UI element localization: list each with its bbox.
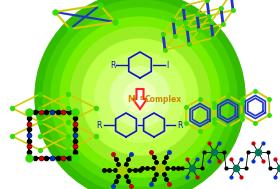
FancyArrow shape — [133, 89, 147, 109]
Circle shape — [70, 27, 210, 167]
Text: R: R — [97, 121, 102, 129]
Circle shape — [95, 52, 185, 142]
Text: M: M — [128, 94, 136, 104]
Circle shape — [110, 67, 170, 127]
Circle shape — [134, 91, 146, 103]
Circle shape — [51, 8, 229, 186]
Circle shape — [35, 0, 245, 189]
Circle shape — [43, 0, 237, 189]
Circle shape — [60, 17, 220, 177]
Text: R: R — [177, 121, 182, 129]
Text: E: E — [139, 96, 142, 101]
Text: R: R — [111, 60, 116, 70]
Text: I: I — [166, 60, 168, 70]
Circle shape — [82, 39, 198, 155]
Circle shape — [124, 81, 156, 113]
Text: Complex: Complex — [145, 94, 182, 104]
